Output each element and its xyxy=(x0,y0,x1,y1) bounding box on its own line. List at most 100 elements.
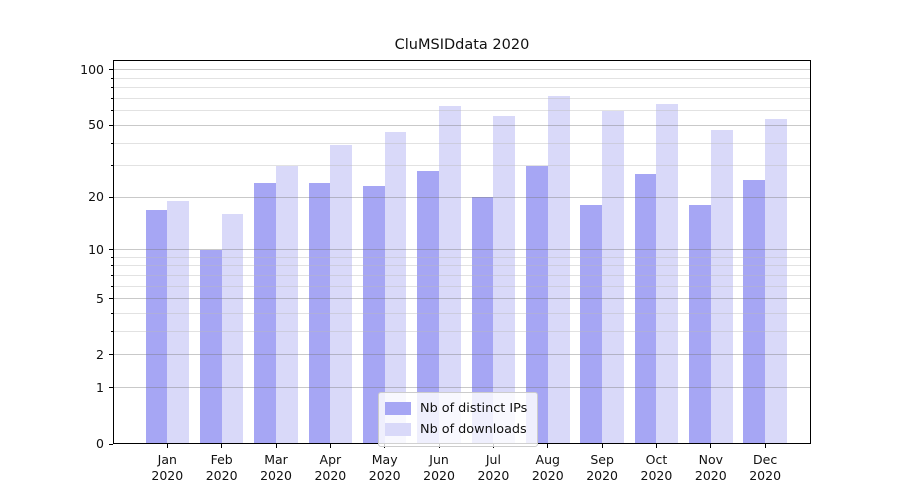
bar-distinct-ips-aug xyxy=(525,165,548,444)
bar-distinct-ips-jun xyxy=(417,171,440,444)
x-tick-label-may: May 2020 xyxy=(368,452,401,483)
legend: Nb of distinct IPs Nb of downloads xyxy=(378,392,539,447)
bars-layer xyxy=(113,60,811,444)
x-tick-feb xyxy=(221,444,223,448)
y-minor-tick-60 xyxy=(111,110,113,112)
y-tick-label-5: 5 xyxy=(96,290,104,306)
y-minor-tick-8 xyxy=(111,265,113,267)
y-minor-tick-40 xyxy=(111,142,113,144)
minor-gridline-80 xyxy=(113,87,811,89)
x-tick-label-aug: Aug 2020 xyxy=(531,452,564,483)
bar-distinct-ips-apr xyxy=(308,183,331,444)
legend-swatch-distinct-ips xyxy=(385,402,411,415)
y-tick-label-50: 50 xyxy=(88,117,104,133)
bar-distinct-ips-oct xyxy=(634,173,657,444)
bar-downloads-aug xyxy=(547,96,570,444)
major-gridline-5 xyxy=(113,298,811,300)
x-tick-label-jan: Jan 2020 xyxy=(151,452,184,483)
x-tick-dec xyxy=(764,444,766,448)
bar-downloads-feb xyxy=(221,214,244,444)
y-tick-label-10: 10 xyxy=(88,241,104,257)
y-tick-0 xyxy=(109,443,113,445)
y-tick-100 xyxy=(109,69,113,71)
x-tick-aug xyxy=(547,444,549,448)
bar-distinct-ips-may xyxy=(362,186,385,444)
y-minor-tick-70 xyxy=(111,98,113,100)
y-tick-20 xyxy=(109,196,113,198)
x-tick-sep xyxy=(601,444,603,448)
x-tick-label-jun: Jun 2020 xyxy=(423,452,455,483)
y-tick-1 xyxy=(109,387,113,389)
minor-gridline-60 xyxy=(113,110,811,112)
y-tick-label-20: 20 xyxy=(88,189,104,205)
minor-gridline-9 xyxy=(113,256,811,258)
y-tick-50 xyxy=(109,124,113,126)
x-tick-label-oct: Oct 2020 xyxy=(640,452,673,483)
x-tick-label-sep: Sep 2020 xyxy=(586,452,618,483)
minor-gridline-3 xyxy=(113,331,811,333)
x-tick-nov xyxy=(710,444,712,448)
y-tick-label-1: 1 xyxy=(96,380,104,396)
bar-downloads-dec xyxy=(765,119,787,444)
bar-downloads-sep xyxy=(602,110,624,444)
minor-gridline-40 xyxy=(113,142,811,144)
bar-downloads-mar xyxy=(276,165,298,444)
major-gridline-100 xyxy=(113,69,811,71)
bar-distinct-ips-nov xyxy=(689,205,711,444)
minor-gridline-70 xyxy=(113,98,811,100)
bar-distinct-ips-mar xyxy=(254,183,276,444)
legend-label-downloads: Nb of downloads xyxy=(420,422,527,437)
bar-downloads-oct xyxy=(656,104,679,444)
grid-layer xyxy=(113,60,811,444)
minor-gridline-7 xyxy=(113,274,811,276)
y-tick-2 xyxy=(109,354,113,356)
legend-item-distinct-ips: Nb of distinct IPs xyxy=(385,398,527,419)
legend-item-downloads: Nb of downloads xyxy=(385,419,527,440)
x-tick-jan xyxy=(166,444,168,448)
minor-gridline-8 xyxy=(113,265,811,267)
minor-gridline-90 xyxy=(113,77,811,79)
y-tick-label-2: 2 xyxy=(96,347,104,363)
bar-downloads-may xyxy=(384,131,407,444)
x-tick-label-feb: Feb 2020 xyxy=(205,452,238,483)
y-minor-tick-30 xyxy=(111,165,113,167)
major-gridline-2 xyxy=(113,354,811,356)
x-tick-label-jul: Jul 2020 xyxy=(477,452,510,483)
y-minor-tick-9 xyxy=(111,256,113,258)
minor-gridline-30 xyxy=(113,165,811,167)
major-gridline-1 xyxy=(113,387,811,389)
y-tick-label-100: 100 xyxy=(80,62,104,78)
x-tick-oct xyxy=(655,444,657,448)
y-minor-tick-7 xyxy=(111,274,113,276)
chart-title: CluMSIDdata 2020 xyxy=(394,37,530,53)
x-tick-apr xyxy=(329,444,331,448)
minor-gridline-6 xyxy=(113,285,811,287)
bar-distinct-ips-jan xyxy=(145,209,168,444)
x-tick-label-apr: Apr 2020 xyxy=(314,452,347,483)
plot-area: Nb of distinct IPs Nb of downloads xyxy=(113,60,811,447)
legend-label-distinct-ips: Nb of distinct IPs xyxy=(420,401,528,416)
y-minor-tick-90 xyxy=(111,77,113,79)
y-tick-label-0: 0 xyxy=(96,436,104,452)
bar-downloads-jun xyxy=(439,105,461,444)
x-tick-label-mar: Mar 2020 xyxy=(260,452,292,483)
y-minor-tick-4 xyxy=(111,313,113,315)
bar-downloads-jul xyxy=(493,116,516,444)
bar-downloads-nov xyxy=(710,130,733,444)
x-tick-label-nov: Nov 2020 xyxy=(694,452,727,483)
major-gridline-50 xyxy=(113,124,811,126)
y-minor-tick-6 xyxy=(111,285,113,287)
legend-swatch-downloads xyxy=(385,423,411,436)
minor-gridline-4 xyxy=(113,313,811,315)
major-gridline-10 xyxy=(113,249,811,251)
x-tick-mar xyxy=(275,444,277,448)
bar-distinct-ips-feb xyxy=(199,249,222,444)
bar-distinct-ips-sep xyxy=(580,205,603,444)
bar-downloads-apr xyxy=(330,145,353,444)
major-gridline-20 xyxy=(113,196,811,198)
bar-distinct-ips-jul xyxy=(471,197,494,444)
y-tick-5 xyxy=(109,298,113,300)
bar-distinct-ips-dec xyxy=(743,179,766,444)
